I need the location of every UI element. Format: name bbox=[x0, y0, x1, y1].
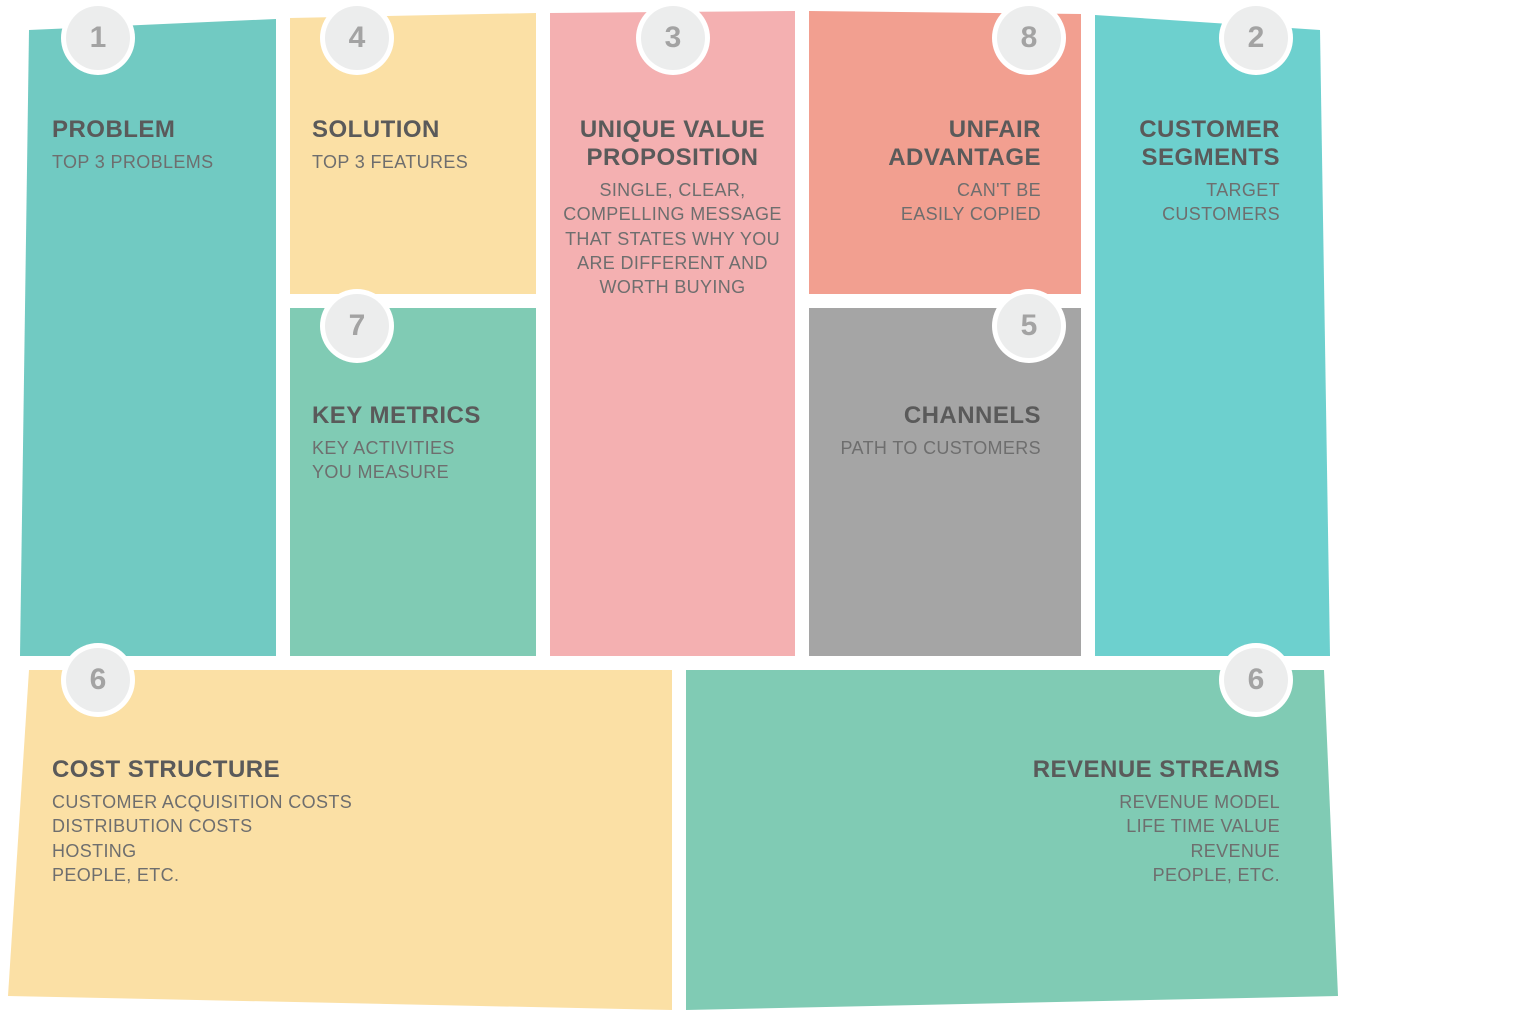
segments-desc: TARGET CUSTOMERS bbox=[1095, 178, 1280, 227]
badge-revenue: 6 bbox=[1224, 648, 1288, 712]
badge-key-metrics: 7 bbox=[325, 294, 389, 358]
block-revenue-text: REVENUE STREAMS REVENUE MODEL LIFE TIME … bbox=[686, 756, 1300, 887]
key-metrics-title: KEY METRICS bbox=[312, 402, 481, 430]
block-segments-text: CUSTOMER SEGMENTS TARGET CUSTOMERS bbox=[1095, 116, 1300, 227]
unfair-title: UNFAIR ADVANTAGE bbox=[809, 116, 1041, 172]
uvp-title: UNIQUE VALUE PROPOSITION bbox=[550, 116, 795, 172]
unfair-desc: CAN'T BE EASILY COPIED bbox=[809, 178, 1041, 227]
block-uvp-shape bbox=[550, 11, 795, 656]
badge-unfair: 8 bbox=[997, 6, 1061, 70]
cost-desc: CUSTOMER ACQUISITION COSTS DISTRIBUTION … bbox=[52, 790, 352, 887]
badge-cost: 6 bbox=[66, 648, 130, 712]
block-channels-shape bbox=[809, 308, 1081, 656]
segments-title: CUSTOMER SEGMENTS bbox=[1095, 116, 1280, 172]
solution-title: SOLUTION bbox=[312, 116, 468, 144]
revenue-title: REVENUE STREAMS bbox=[686, 756, 1280, 784]
block-problem-shape bbox=[20, 19, 276, 656]
channels-title: CHANNELS bbox=[809, 402, 1041, 430]
revenue-desc: REVENUE MODEL LIFE TIME VALUE REVENUE PE… bbox=[686, 790, 1280, 887]
cost-title: COST STRUCTURE bbox=[52, 756, 352, 784]
channels-desc: PATH TO CUSTOMERS bbox=[809, 436, 1041, 460]
uvp-desc: SINGLE, CLEAR, COMPELLING MESSAGE THAT S… bbox=[550, 178, 795, 299]
block-problem-text: PROBLEM TOP 3 PROBLEMS bbox=[52, 116, 213, 174]
badge-channels: 5 bbox=[997, 294, 1061, 358]
badge-segments: 2 bbox=[1224, 6, 1288, 70]
key-metrics-desc: KEY ACTIVITIES YOU MEASURE bbox=[312, 436, 481, 485]
solution-desc: TOP 3 FEATURES bbox=[312, 150, 468, 174]
problem-title: PROBLEM bbox=[52, 116, 213, 144]
block-channels-text: CHANNELS PATH TO CUSTOMERS bbox=[809, 402, 1061, 460]
badge-problem: 1 bbox=[66, 6, 130, 70]
block-solution-text: SOLUTION TOP 3 FEATURES bbox=[312, 116, 468, 174]
lean-canvas: PROBLEM TOP 3 PROBLEMS SOLUTION TOP 3 FE… bbox=[0, 0, 1540, 1022]
problem-desc: TOP 3 PROBLEMS bbox=[52, 150, 213, 174]
block-unfair-text: UNFAIR ADVANTAGE CAN'T BE EASILY COPIED bbox=[809, 116, 1061, 227]
block-key-metrics-text: KEY METRICS KEY ACTIVITIES YOU MEASURE bbox=[312, 402, 481, 485]
badge-uvp: 3 bbox=[641, 6, 705, 70]
block-uvp-text: UNIQUE VALUE PROPOSITION SINGLE, CLEAR, … bbox=[550, 116, 795, 299]
block-cost-text: COST STRUCTURE CUSTOMER ACQUISITION COST… bbox=[52, 756, 352, 887]
badge-solution: 4 bbox=[325, 6, 389, 70]
block-segments-shape bbox=[1095, 15, 1330, 656]
